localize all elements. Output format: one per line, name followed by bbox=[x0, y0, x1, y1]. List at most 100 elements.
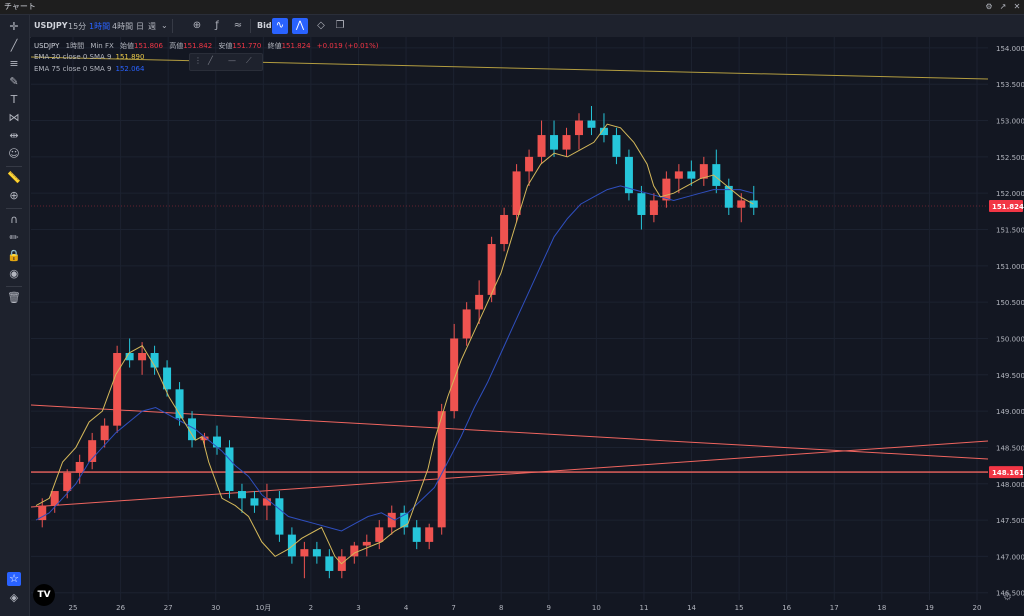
timeframe-dropdown-icon[interactable]: ⌄ bbox=[161, 21, 168, 30]
window-copy-icon[interactable]: ❐ bbox=[335, 20, 345, 31]
candle-body bbox=[138, 353, 147, 361]
window-title: チャート bbox=[4, 2, 36, 11]
x-tick-label: 10 bbox=[592, 604, 601, 612]
candle-body bbox=[362, 541, 371, 546]
candle-body bbox=[275, 498, 284, 535]
x-tick-label: 30 bbox=[211, 604, 220, 612]
waveform-icon[interactable]: ⋀ bbox=[292, 18, 308, 34]
window-titlebar: チャート ⚙ ↗ ✕ bbox=[0, 0, 1024, 15]
candle-body bbox=[674, 171, 683, 179]
ema20-value: 151.890 bbox=[115, 53, 145, 61]
candle-body bbox=[113, 353, 122, 426]
lock-drawings-icon[interactable]: ✏ bbox=[9, 231, 19, 244]
eye-icon[interactable]: ◉ bbox=[9, 267, 19, 280]
x-tick-label: 27 bbox=[164, 604, 173, 612]
timeframe-15m[interactable]: 15分 bbox=[68, 22, 87, 31]
y-tick-label: 149.500 bbox=[996, 372, 1024, 380]
candle-body bbox=[749, 200, 758, 208]
legend-close-value: 151.824 bbox=[281, 42, 311, 50]
y-tick-label: 154.000 bbox=[996, 45, 1024, 53]
x-tick-label: 20 bbox=[973, 604, 982, 612]
timeframe-day[interactable]: 日 bbox=[136, 22, 144, 31]
plot-area bbox=[31, 37, 988, 600]
add-indicator-icon[interactable]: ⊕ bbox=[192, 20, 202, 31]
ray-tool-icon[interactable]: ⟋ bbox=[246, 56, 252, 65]
y-tick-label: 152.000 bbox=[996, 190, 1024, 198]
zoom-in-icon[interactable]: ⊕ bbox=[9, 189, 19, 202]
toolbar-divider bbox=[6, 208, 22, 209]
y-tick-label: 149.000 bbox=[996, 408, 1024, 416]
candle-body bbox=[724, 185, 733, 208]
legend-open-value: 151.806 bbox=[134, 42, 163, 50]
candle-body bbox=[662, 178, 671, 201]
line-chart-icon[interactable]: ∿ bbox=[272, 18, 288, 34]
chart-settings-icon[interactable]: ⚙ bbox=[1003, 592, 1012, 603]
symbol-legend: USDJPY 1時間 Min FX 始値151.806 高値151.842 安値… bbox=[34, 41, 382, 51]
candle-body bbox=[462, 309, 471, 339]
brush-icon[interactable]: ✎ bbox=[9, 75, 19, 88]
timeframe-1h[interactable]: 1時間 bbox=[89, 22, 111, 31]
ema75-value: 152.064 bbox=[115, 65, 145, 73]
measure-icon[interactable]: ⇹ bbox=[9, 129, 19, 142]
price-source-bid[interactable]: Bid bbox=[257, 21, 272, 30]
lock-icon[interactable]: 🔒 bbox=[7, 249, 21, 262]
last-price-tag: 151.824 bbox=[992, 203, 1024, 211]
function-icon[interactable]: ƒ bbox=[215, 20, 219, 31]
candle-body bbox=[649, 200, 658, 215]
text-tool-icon[interactable]: T bbox=[10, 93, 18, 106]
level-price-tag: 148.161 bbox=[992, 469, 1024, 477]
legend-high-label: 高値 bbox=[169, 42, 184, 50]
ema75-line bbox=[35, 185, 754, 532]
fib-retracement-icon[interactable]: ≡ bbox=[9, 57, 19, 70]
candle-body bbox=[500, 214, 509, 245]
candle-body bbox=[437, 411, 446, 528]
candle-body bbox=[163, 367, 172, 390]
x-tick-label: 18 bbox=[877, 604, 886, 612]
popout-icon[interactable]: ↗ bbox=[999, 2, 1007, 11]
timeframe-4h[interactable]: 4時間 bbox=[112, 22, 134, 31]
x-tick-label: 9 bbox=[547, 604, 551, 612]
legend-high-value: 151.842 bbox=[183, 42, 213, 50]
close-icon[interactable]: ✕ bbox=[1013, 2, 1021, 11]
drag-handle-icon[interactable]: ⋮ bbox=[194, 56, 202, 65]
pattern-icon[interactable]: ⋈ bbox=[8, 111, 20, 124]
toolbar-divider bbox=[250, 19, 251, 33]
candle-body bbox=[350, 545, 359, 557]
candle-body bbox=[175, 389, 184, 419]
magnet-icon[interactable]: ∩ bbox=[9, 213, 19, 226]
candle-body bbox=[512, 171, 521, 215]
crosshair-icon[interactable]: ✛ bbox=[9, 20, 19, 33]
timeframe-week[interactable]: 週 bbox=[148, 22, 156, 31]
x-tick-label: 25 bbox=[69, 604, 78, 612]
x-tick-label: 26 bbox=[116, 604, 125, 612]
x-tick-label: 16 bbox=[782, 604, 791, 612]
drawing-tag-icon[interactable]: ◇ bbox=[317, 20, 325, 31]
y-tick-label: 146.500 bbox=[996, 590, 1024, 598]
candle-body bbox=[562, 135, 571, 150]
candle-body bbox=[50, 491, 59, 506]
ema75-legend[interactable]: EMA 75 close 0 SMA 9 152.064 bbox=[34, 65, 148, 73]
compare-icon[interactable]: ≈ bbox=[233, 20, 243, 31]
candle-body bbox=[38, 505, 47, 521]
horizontal-line-icon[interactable]: — bbox=[228, 56, 236, 65]
candle-body bbox=[425, 527, 434, 542]
candle-body bbox=[225, 447, 234, 492]
layers-icon[interactable]: ◈ bbox=[9, 591, 19, 604]
ruler-icon[interactable]: 📏 bbox=[7, 171, 21, 184]
y-tick-label: 151.500 bbox=[996, 227, 1024, 235]
candle-body bbox=[612, 135, 621, 157]
ema20-legend[interactable]: EMA 20 close 0 SMA 9 151.890 bbox=[34, 53, 148, 61]
symbol-search-button[interactable]: USDJPY bbox=[34, 21, 68, 30]
x-tick-label: 7 bbox=[451, 604, 455, 612]
legend-interval: 1時間 bbox=[65, 42, 85, 50]
line-tool-icon[interactable]: ╱ bbox=[208, 56, 213, 65]
floating-drawing-toolbar: ⋮ ╱ — ⟋ bbox=[189, 53, 263, 71]
legend-low-value: 151.770 bbox=[232, 42, 262, 50]
trendline-icon[interactable]: ╱ bbox=[10, 39, 18, 52]
emoji-icon[interactable]: ☺ bbox=[8, 147, 20, 160]
settings-icon[interactable]: ⚙ bbox=[985, 2, 993, 11]
x-tick-label: 3 bbox=[356, 604, 360, 612]
trash-icon[interactable]: 🗑 bbox=[7, 291, 21, 304]
favorites-star-icon[interactable]: ☆ bbox=[7, 572, 21, 586]
